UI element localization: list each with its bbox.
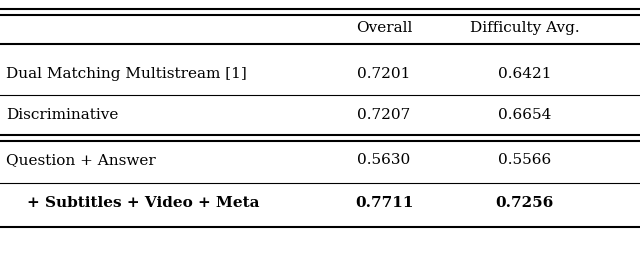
Text: 0.7201: 0.7201	[357, 67, 411, 81]
Text: Dual Matching Multistream [1]: Dual Matching Multistream [1]	[6, 67, 247, 81]
Text: 0.7256: 0.7256	[495, 196, 554, 210]
Text: 0.5630: 0.5630	[357, 153, 411, 167]
Text: Overall: Overall	[356, 21, 412, 35]
Text: Difficulty Avg.: Difficulty Avg.	[470, 21, 580, 35]
Text: Question + Answer: Question + Answer	[6, 153, 156, 167]
Text: 0.5566: 0.5566	[498, 153, 552, 167]
Text: 0.6654: 0.6654	[498, 108, 552, 122]
Text: + Subtitles + Video + Meta: + Subtitles + Video + Meta	[6, 196, 260, 210]
Text: Discriminative: Discriminative	[6, 108, 119, 122]
Text: 0.7207: 0.7207	[357, 108, 411, 122]
Text: 0.6421: 0.6421	[498, 67, 552, 81]
Text: 0.7711: 0.7711	[355, 196, 413, 210]
